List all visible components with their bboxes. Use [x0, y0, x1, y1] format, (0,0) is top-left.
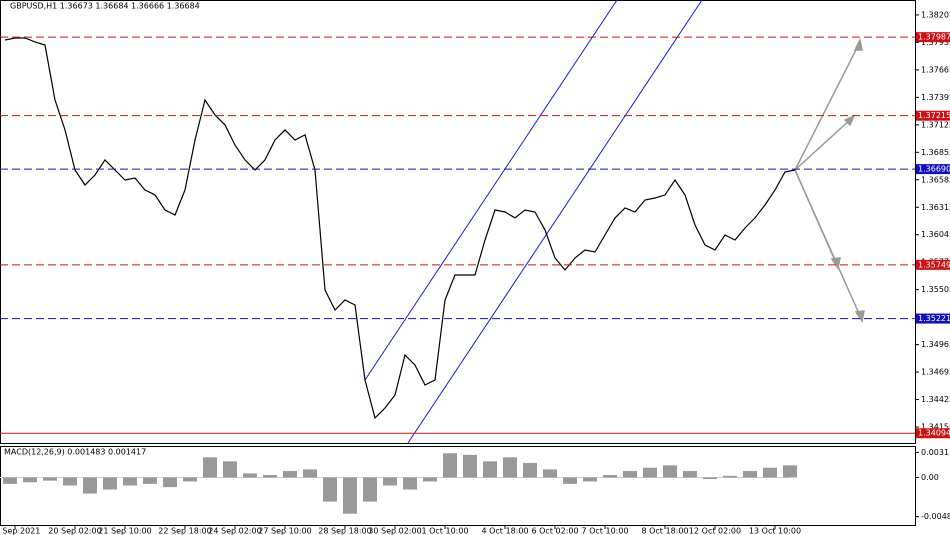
macd-bar: [323, 477, 337, 502]
level-label-box: [916, 164, 950, 175]
x-tick-label: 22 Sep 18:00: [158, 527, 211, 535]
macd-bar: [203, 457, 217, 478]
macd-bar: [223, 461, 237, 478]
macd-bar: [363, 477, 377, 502]
y-tick-label: 1.34425: [921, 395, 950, 404]
forecast-arrows: [794, 37, 865, 323]
x-tick-label: 4 Oct 18:00: [481, 527, 528, 535]
y-tick-label: -0.004858: [921, 512, 950, 521]
macd-bar: [43, 477, 57, 481]
channel-line: [364, 0, 618, 381]
macd-bar: [783, 465, 797, 478]
level-label-box: [916, 313, 950, 324]
macd-bar: [303, 469, 317, 478]
macd-bar: [643, 467, 657, 478]
macd-bar: [143, 477, 157, 484]
y-tick-label: 1.37665: [921, 65, 950, 74]
y-tick-label: 1.37935: [921, 38, 950, 47]
y-tick-label: 1.36045: [921, 230, 950, 239]
y-tick-label: 1.36855: [921, 148, 950, 157]
y-tick-label: 1.34695: [921, 368, 950, 377]
level-label: 1.35221: [918, 314, 950, 323]
y-tick-label: 1.36315: [921, 203, 950, 212]
macd-title: MACD(12,26,9) 0.001483 0.001417: [4, 448, 146, 457]
macd-bar: [123, 477, 137, 486]
macd-bar: [483, 461, 497, 478]
level-label-box: [916, 259, 950, 270]
macd-bar: [443, 453, 457, 478]
macd-bar: [423, 477, 437, 482]
x-tick-label: 21 Sep 10:00: [98, 527, 151, 535]
y-tick-label: 1.37125: [921, 120, 950, 129]
level-label-box: [916, 428, 950, 439]
y-tick-label: 1.34155: [921, 423, 950, 432]
x-tick-label: 24 Sep 02:00: [208, 527, 261, 535]
macd-bar: [623, 470, 637, 478]
macd-bar: [3, 477, 17, 484]
macd-bar: [283, 470, 297, 478]
level-label: 1.35749: [918, 260, 950, 269]
x-tick-label: 12 Oct 02:00: [689, 527, 741, 535]
channel-line: [407, 0, 703, 444]
y-tick-label: 0.0031: [921, 448, 949, 457]
y-tick-label: 0.00: [921, 473, 939, 482]
macd-bar: [503, 457, 517, 478]
macd-bar: [83, 477, 97, 494]
price-line: [4, 37, 796, 420]
macd-bar: [523, 462, 537, 478]
macd-panel: [0, 446, 916, 526]
x-tick-label: 27 Sep 10:00: [258, 527, 311, 535]
macd-bar: [463, 454, 477, 478]
macd-bar: [23, 477, 37, 483]
macd-bar: [383, 477, 397, 486]
main-panel: [0, 0, 916, 444]
y-tick-label: 1.37395: [921, 93, 950, 102]
macd-bar: [683, 470, 697, 478]
y-tick-label: 1.35505: [921, 285, 950, 294]
macd-bar: [183, 477, 197, 482]
y-tick-label: 1.34965: [921, 340, 950, 349]
macd-bar: [603, 475, 617, 478]
macd-bar: [663, 465, 677, 478]
macd-bar: [543, 469, 557, 478]
macd-bar: [743, 470, 757, 478]
x-tick-label: 30 Sep 02:00: [368, 527, 421, 535]
macd-bar: [243, 473, 257, 478]
level-label: 1.37215: [918, 111, 950, 120]
macd-bar: [263, 475, 277, 478]
level-label-box: [916, 32, 950, 43]
x-tick-label: 20 Sep 02:00: [48, 527, 101, 535]
macd-bar: [403, 477, 417, 490]
x-tick-label: 16 Sep 2021: [0, 527, 40, 535]
macd-bar: [103, 477, 117, 490]
macd-bar: [703, 477, 717, 480]
macd-bar: [163, 477, 177, 488]
macd-bar: [763, 467, 777, 478]
x-tick-label: 13 Oct 10:00: [749, 527, 801, 535]
macd-bar: [723, 475, 737, 478]
chart-title: GBPUSD,H1 1.36673 1.36684 1.36666 1.3668…: [10, 2, 200, 11]
macd-bar: [583, 477, 597, 482]
level-label: 1.37987: [918, 33, 950, 42]
level-label-box: [916, 110, 950, 121]
macd-bar: [63, 477, 77, 486]
y-tick-label: 1.36585: [921, 175, 950, 184]
x-tick-label: 6 Oct 02:00: [531, 527, 578, 535]
macd-bar: [343, 477, 357, 514]
x-tick-label: 7 Oct 10:00: [581, 527, 628, 535]
level-label: 1.36690: [918, 165, 950, 174]
x-tick-label: 1 Oct 10:00: [421, 527, 468, 535]
macd-bar: [563, 477, 577, 484]
x-tick-label: 28 Sep 18:00: [318, 527, 371, 535]
level-label: 1.34094: [918, 429, 950, 438]
y-tick-label: 1.38205: [921, 10, 950, 19]
x-tick-label: 8 Oct 18:00: [641, 527, 688, 535]
